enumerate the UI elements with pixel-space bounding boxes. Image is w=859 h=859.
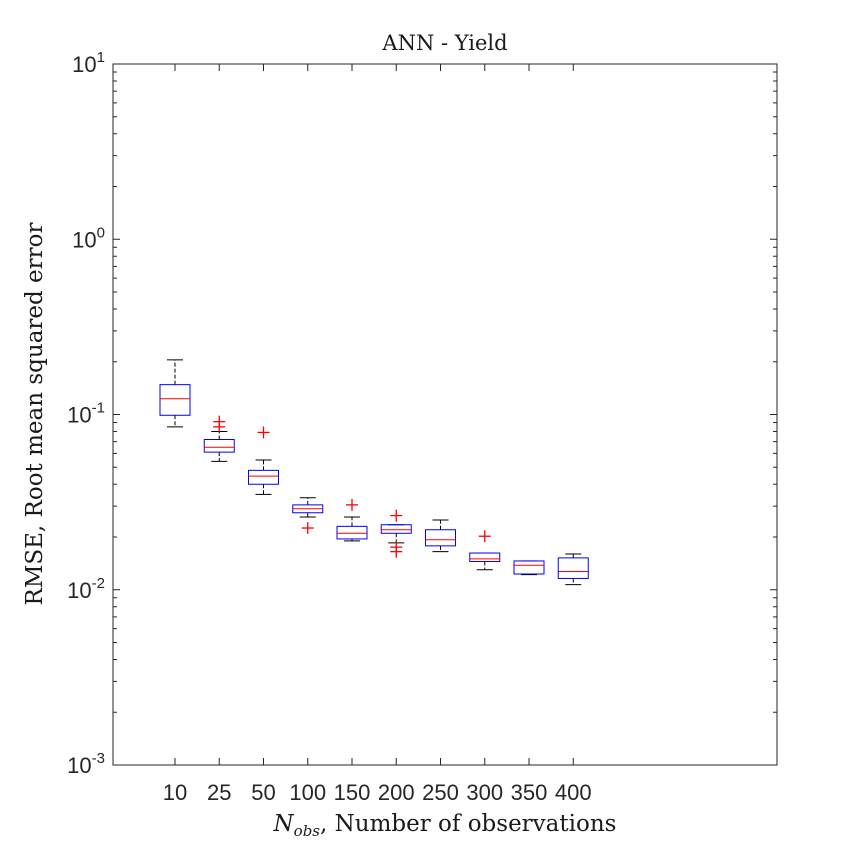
box-iqr bbox=[469, 552, 501, 562]
outlier-marker bbox=[478, 530, 491, 543]
x-tick-label: 50 bbox=[251, 780, 275, 805]
y-tick-label-exponent: -3 bbox=[92, 750, 105, 767]
y-tick-label: 101 bbox=[72, 49, 105, 77]
box-iqr bbox=[203, 439, 235, 453]
y-tick-label-base: 10 bbox=[72, 227, 96, 252]
minor-ticks bbox=[113, 71, 777, 713]
box-iqr bbox=[159, 384, 191, 416]
box-iqr bbox=[380, 524, 412, 534]
y-tick-label-exponent: 0 bbox=[97, 224, 105, 241]
box-group bbox=[469, 530, 501, 571]
y-tick-label: 10-1 bbox=[67, 400, 105, 428]
box-iqr bbox=[513, 560, 545, 575]
x-axis-label-text: , Number of observations bbox=[320, 811, 616, 837]
box-group bbox=[425, 519, 456, 553]
y-tick-label-exponent: -2 bbox=[92, 575, 105, 592]
box-group bbox=[380, 509, 412, 558]
x-tick-label: 25 bbox=[207, 780, 231, 805]
box-iqr bbox=[248, 469, 279, 485]
outlier-marker bbox=[301, 522, 314, 535]
x-axis-label-symbol: N bbox=[273, 811, 295, 837]
boxes-layer bbox=[159, 359, 589, 586]
x-tick-label: 100 bbox=[289, 780, 326, 805]
box-group bbox=[203, 415, 235, 462]
x-tick-label: 250 bbox=[422, 780, 459, 805]
x-tick-labels: 10 25 50 100 150 200 250 300 350 400 bbox=[163, 780, 592, 805]
x-tick-label: 300 bbox=[466, 780, 503, 805]
plot-area bbox=[113, 64, 777, 765]
box-group bbox=[557, 553, 589, 586]
outlier-marker bbox=[213, 415, 226, 428]
y-tick-label-exponent: 1 bbox=[97, 49, 105, 66]
box-group bbox=[292, 497, 324, 535]
y-tick-label: 10-3 bbox=[67, 750, 105, 778]
box-group bbox=[248, 426, 279, 495]
outlier-marker bbox=[390, 541, 403, 554]
y-tick-label-base: 10 bbox=[67, 753, 91, 778]
y-tick-label: 10-2 bbox=[67, 575, 105, 603]
y-tick-label-base: 10 bbox=[72, 52, 96, 77]
chart-title: ANN - Yield bbox=[381, 31, 507, 55]
box-group bbox=[513, 560, 545, 576]
box-group bbox=[159, 359, 191, 428]
x-tick-label: 10 bbox=[163, 780, 187, 805]
outlier-marker bbox=[257, 426, 270, 439]
x-tick-label: 150 bbox=[334, 780, 371, 805]
box-iqr bbox=[425, 529, 456, 547]
outlier-marker bbox=[346, 498, 358, 511]
box-iqr bbox=[336, 525, 368, 540]
outlier-marker bbox=[390, 509, 403, 522]
y-axis-label: RMSE, Root mean squared error bbox=[22, 223, 48, 606]
y-tick-label-base: 10 bbox=[67, 578, 91, 603]
x-tick-label: 200 bbox=[378, 780, 415, 805]
y-tick-label-base: 10 bbox=[67, 403, 91, 428]
x-axis-label: Nobs, Number of observations bbox=[273, 811, 617, 840]
box-group bbox=[336, 498, 368, 542]
x-tick-label: 350 bbox=[511, 780, 548, 805]
x-axis-label-subscript: obs bbox=[294, 822, 321, 840]
y-tick-label: 100 bbox=[72, 224, 105, 252]
box-iqr bbox=[557, 557, 589, 579]
plot-frame bbox=[112, 63, 778, 766]
x-tick-label: 400 bbox=[555, 780, 592, 805]
y-tick-label-exponent: -1 bbox=[92, 400, 105, 417]
